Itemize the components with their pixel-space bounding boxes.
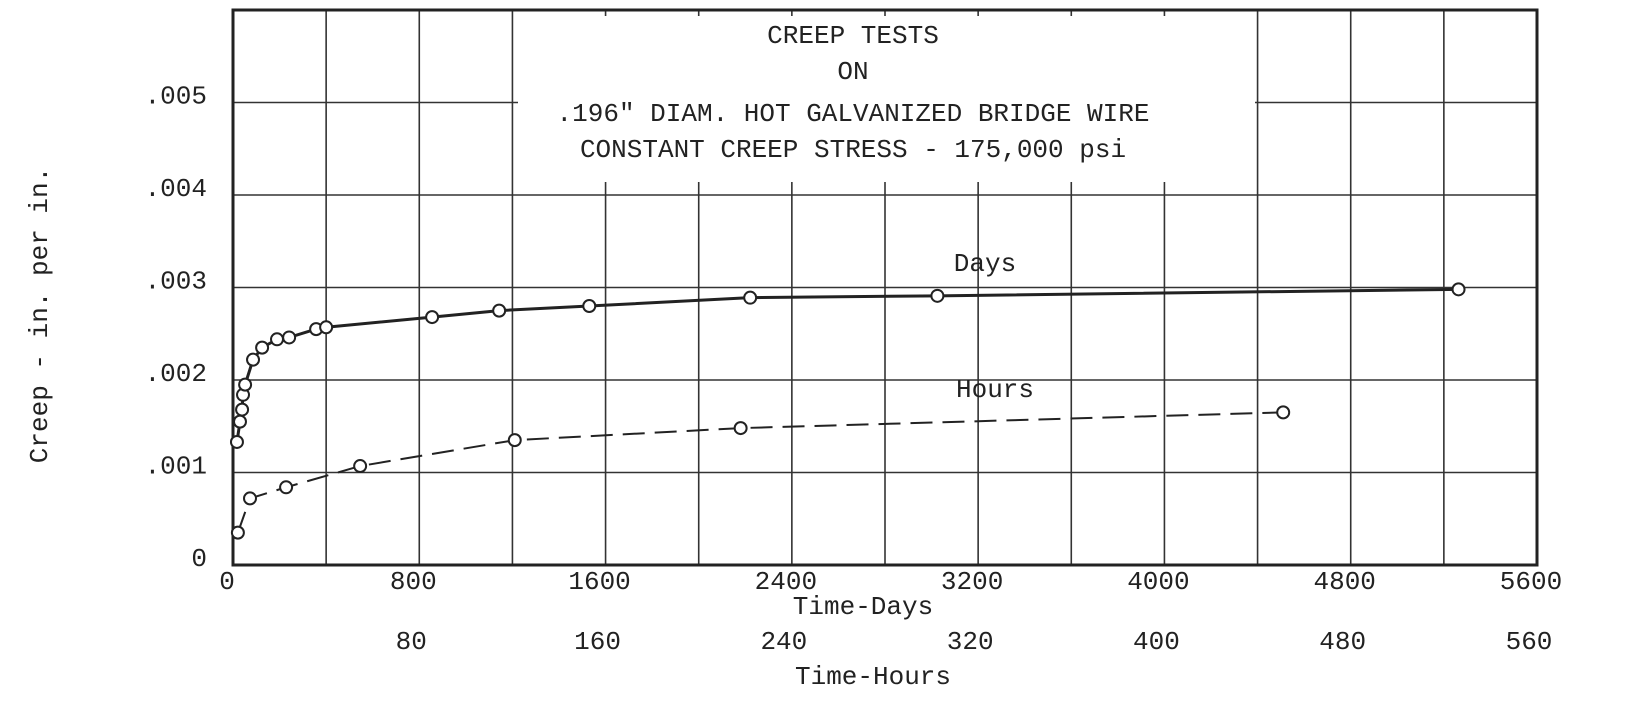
- chart-title: CREEP TESTS: [767, 21, 939, 51]
- x-axis-label: Time-Days: [793, 592, 933, 622]
- data-point: [242, 491, 257, 506]
- x-tick-label: 4000: [1127, 567, 1189, 597]
- y-tick-label: .005: [145, 81, 207, 111]
- data-point: [270, 332, 285, 347]
- x2-tick-label: 240: [760, 627, 807, 657]
- x2-tick-label: 560: [1506, 627, 1553, 657]
- data-point: [229, 434, 244, 449]
- data-point: [582, 299, 597, 313]
- data-point: [319, 320, 334, 335]
- x-tick-label: 5600: [1500, 567, 1562, 597]
- series-line: [235, 287, 1459, 443]
- data-point: [279, 480, 294, 495]
- x-tick-label: 4800: [1314, 567, 1376, 597]
- data-point: [1451, 282, 1466, 297]
- data-point: [425, 310, 440, 325]
- x-tick-label: 1600: [568, 567, 630, 597]
- y-tick-label: .001: [145, 451, 207, 481]
- data-point: [743, 290, 758, 305]
- data-point: [733, 421, 748, 436]
- data-point: [238, 377, 253, 392]
- data-point: [1276, 405, 1291, 420]
- x-tick-label: 2400: [755, 567, 817, 597]
- data-point: [930, 288, 945, 303]
- x2-axis-label: Time-Hours: [795, 662, 951, 692]
- y-tick-label: .003: [145, 266, 207, 296]
- y-tick-label: 0: [191, 544, 207, 574]
- data-point: [282, 330, 297, 345]
- chart-title: CONSTANT CREEP STRESS - 175,000 psi: [580, 135, 1126, 165]
- plot-frame: [231, 8, 1539, 567]
- x2-tick-label: 80: [396, 627, 427, 657]
- x2-tick-label: 400: [1133, 627, 1180, 657]
- chart-title: ON: [837, 57, 868, 87]
- series-label: Hours: [956, 375, 1034, 405]
- data-point: [492, 303, 507, 318]
- chart-title: .196" DIAM. HOT GALVANIZED BRIDGE WIRE: [557, 99, 1150, 129]
- data-point: [246, 352, 261, 367]
- x2-tick-label: 480: [1319, 627, 1366, 657]
- data-point: [353, 459, 368, 474]
- data-point: [235, 402, 250, 417]
- x2-tick-label: 160: [574, 627, 621, 657]
- series-label: Days: [954, 249, 1016, 279]
- x-tick-label: 0: [219, 567, 235, 597]
- y-tick-label: .002: [145, 359, 207, 389]
- y-tick-label: .004: [145, 174, 207, 204]
- x2-tick-label: 320: [947, 627, 994, 657]
- y-axis-label: Creep - in. per in.: [25, 167, 55, 463]
- data-point: [232, 414, 247, 429]
- data-point: [507, 433, 522, 448]
- x-tick-label: 800: [390, 567, 437, 597]
- data-point: [255, 340, 270, 355]
- data-point: [230, 525, 245, 540]
- title-box: [518, 16, 1255, 182]
- x-tick-label: 3200: [941, 567, 1003, 597]
